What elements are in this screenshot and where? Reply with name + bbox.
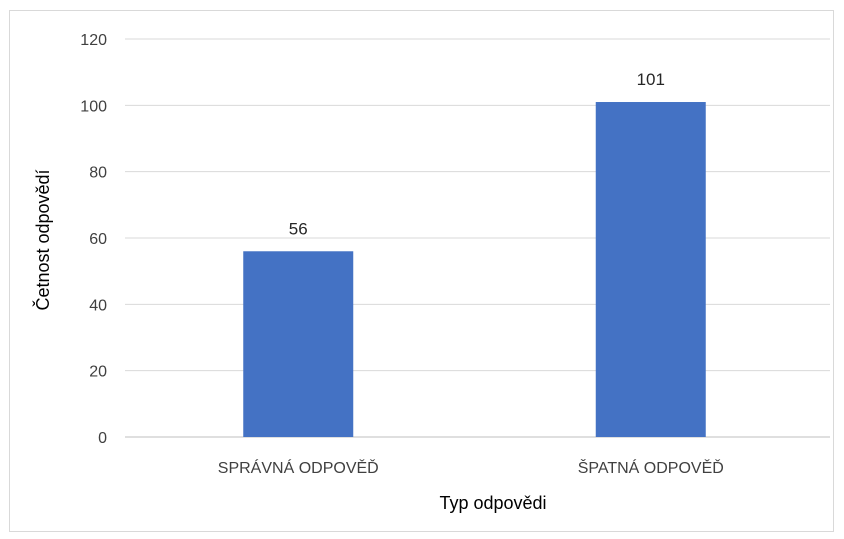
- y-tick-label: 40: [89, 297, 107, 314]
- x-category-label: ŠPATNÁ ODPOVĚĎ: [578, 458, 724, 477]
- data-labels: 56 101: [289, 70, 665, 238]
- y-tick-label: 100: [80, 98, 107, 115]
- y-tick-label: 20: [89, 364, 107, 381]
- y-tick-label: 120: [80, 32, 107, 49]
- y-tick-label: 0: [98, 430, 107, 447]
- bars: [243, 102, 706, 438]
- y-tick-label: 80: [89, 165, 107, 182]
- bar-data-label: 56: [289, 219, 308, 238]
- y-axis-title: Četnost odpovědí: [32, 169, 53, 310]
- x-axis-title: Typ odpovědi: [439, 493, 546, 513]
- bar-data-label: 101: [637, 70, 665, 89]
- gridlines: [125, 38, 830, 438]
- bar: [243, 251, 354, 437]
- bar: [595, 102, 706, 438]
- x-category-label: SPRÁVNÁ ODPOVĚĎ: [218, 458, 379, 477]
- y-tick-label: 60: [89, 231, 107, 248]
- y-axis-tick-labels: 0 20 40 60 80 100 120: [80, 32, 107, 447]
- x-axis-category-labels: SPRÁVNÁ ODPOVĚĎ ŠPATNÁ ODPOVĚĎ: [218, 458, 724, 477]
